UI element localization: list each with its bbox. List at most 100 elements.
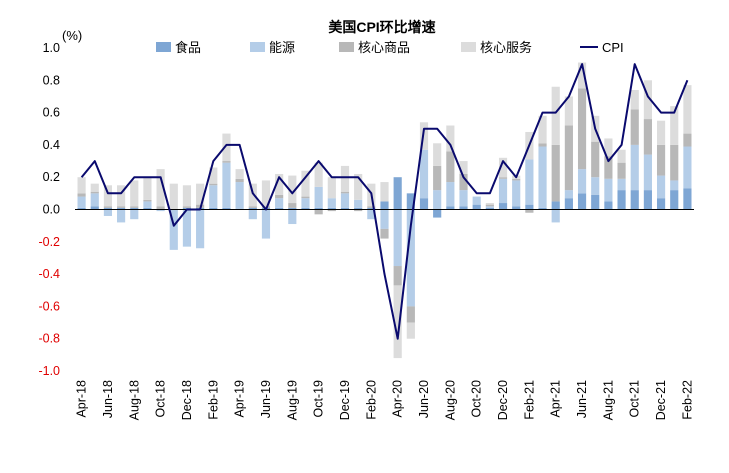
bar-segment (446, 125, 455, 152)
bar-segment (419, 198, 429, 210)
bar-segment (393, 285, 402, 359)
bar-segment (446, 182, 455, 207)
y-tick-label: 0.4 (43, 138, 60, 152)
bar-segment (393, 209, 402, 267)
bar-segment (156, 169, 165, 207)
bar-segment (156, 206, 165, 210)
x-tick-label: Dec-18 (180, 380, 194, 420)
bar-segment (380, 228, 389, 239)
bar-segment (406, 209, 415, 307)
x-tick-label: Apr-21 (549, 380, 563, 418)
x-tick-label: Jun-21 (575, 380, 589, 418)
bar-segment (77, 207, 86, 210)
bar-segment (591, 194, 600, 210)
bar-segment (670, 106, 679, 145)
chart-title: 美国CPI环比增速 (328, 19, 435, 35)
legend-label-core-goods: 核心商品 (358, 40, 410, 55)
bar-segment (643, 154, 652, 191)
bar-segment (103, 185, 113, 207)
bar-segment (591, 141, 600, 178)
bar-segment (630, 144, 639, 191)
bar-segment (340, 207, 350, 210)
bar-segment (327, 209, 336, 212)
bar-segment (525, 209, 534, 213)
bar-segment (683, 133, 692, 147)
bar-segment (367, 206, 376, 208)
bar-segment (604, 138, 613, 157)
legend-swatch-core-goods (339, 42, 354, 52)
legend-label-food: 食品 (175, 40, 201, 55)
bar-segment (498, 177, 508, 179)
bar-segment (380, 209, 389, 229)
bar-segment (433, 143, 442, 166)
bar-segment (630, 109, 639, 145)
bar-segment (288, 203, 297, 208)
bar-segment (512, 206, 521, 210)
bar-segment (433, 165, 442, 191)
bar-segment (604, 156, 613, 179)
cpi-line (80, 63, 689, 340)
bar-segment (683, 188, 692, 210)
bar-segment (77, 196, 86, 208)
bar-segment (604, 201, 613, 210)
bar-segment (551, 201, 560, 210)
bar-segment (209, 207, 218, 210)
bar-segment (90, 191, 99, 194)
bar-segment (446, 151, 455, 183)
y-tick-label: -0.6 (38, 299, 60, 313)
bar-segment (209, 167, 218, 184)
bar-segment (630, 190, 639, 210)
bar-segment (538, 115, 547, 144)
bar-segment (485, 207, 494, 210)
bar-segment (182, 209, 192, 247)
bar-segment (472, 196, 481, 205)
bar-segment (538, 146, 547, 208)
y-tick-label: -0.4 (38, 267, 60, 281)
bar-segment (643, 80, 652, 120)
bar-segment (354, 173, 363, 200)
bar-segment (683, 85, 692, 134)
bar-segment (564, 96, 573, 126)
bar-segment (617, 190, 626, 210)
bar-segment (275, 207, 284, 210)
bar-segment (551, 144, 560, 202)
x-tick-label: Apr-20 (391, 380, 405, 418)
bar-segment (393, 177, 402, 210)
x-tick-label: Oct-19 (312, 380, 326, 418)
x-tick-label: Apr-19 (233, 380, 247, 418)
bar-segment (143, 177, 152, 200)
x-tick-label: Aug-18 (127, 380, 141, 420)
bar-segment (604, 178, 613, 202)
y-tick-label: -0.2 (38, 235, 60, 249)
bar-segment (656, 144, 666, 176)
bar-segment (248, 209, 257, 220)
bar-segment (577, 193, 587, 210)
bar-segment (459, 206, 468, 210)
bar-segment (169, 209, 178, 250)
bar-segment (564, 198, 573, 210)
bar-segment (222, 162, 231, 208)
bar-segment (459, 173, 468, 191)
bar-segment (446, 206, 455, 210)
y-axis: 1.0 0.8 0.6 0.4 0.2 0.0 -0.2 -0.4 -0.6 -0.8 -1.0 (38, 41, 60, 378)
bar-segment (169, 183, 178, 210)
bar-segment (288, 175, 297, 204)
bar-segment (301, 170, 310, 197)
x-axis: Apr-18 Jun-18 Aug-18 Oct-18 Dec-18 Feb-19 Apr-… (75, 380, 695, 420)
bar-segment (617, 162, 626, 179)
bar-segment (314, 162, 323, 187)
bar-segment (117, 206, 126, 208)
bar-segment (130, 206, 139, 208)
bar-segment (288, 207, 297, 210)
bar-segment (248, 207, 257, 210)
bar-segment (354, 209, 363, 212)
bar-segment (367, 207, 376, 210)
bar-segment (130, 207, 139, 210)
bar-segment (314, 207, 323, 210)
bar-segment (670, 144, 679, 181)
bar-segment (617, 149, 626, 163)
bar-segment (485, 206, 494, 208)
bar-segment (564, 190, 573, 199)
bar-segment (301, 198, 310, 208)
